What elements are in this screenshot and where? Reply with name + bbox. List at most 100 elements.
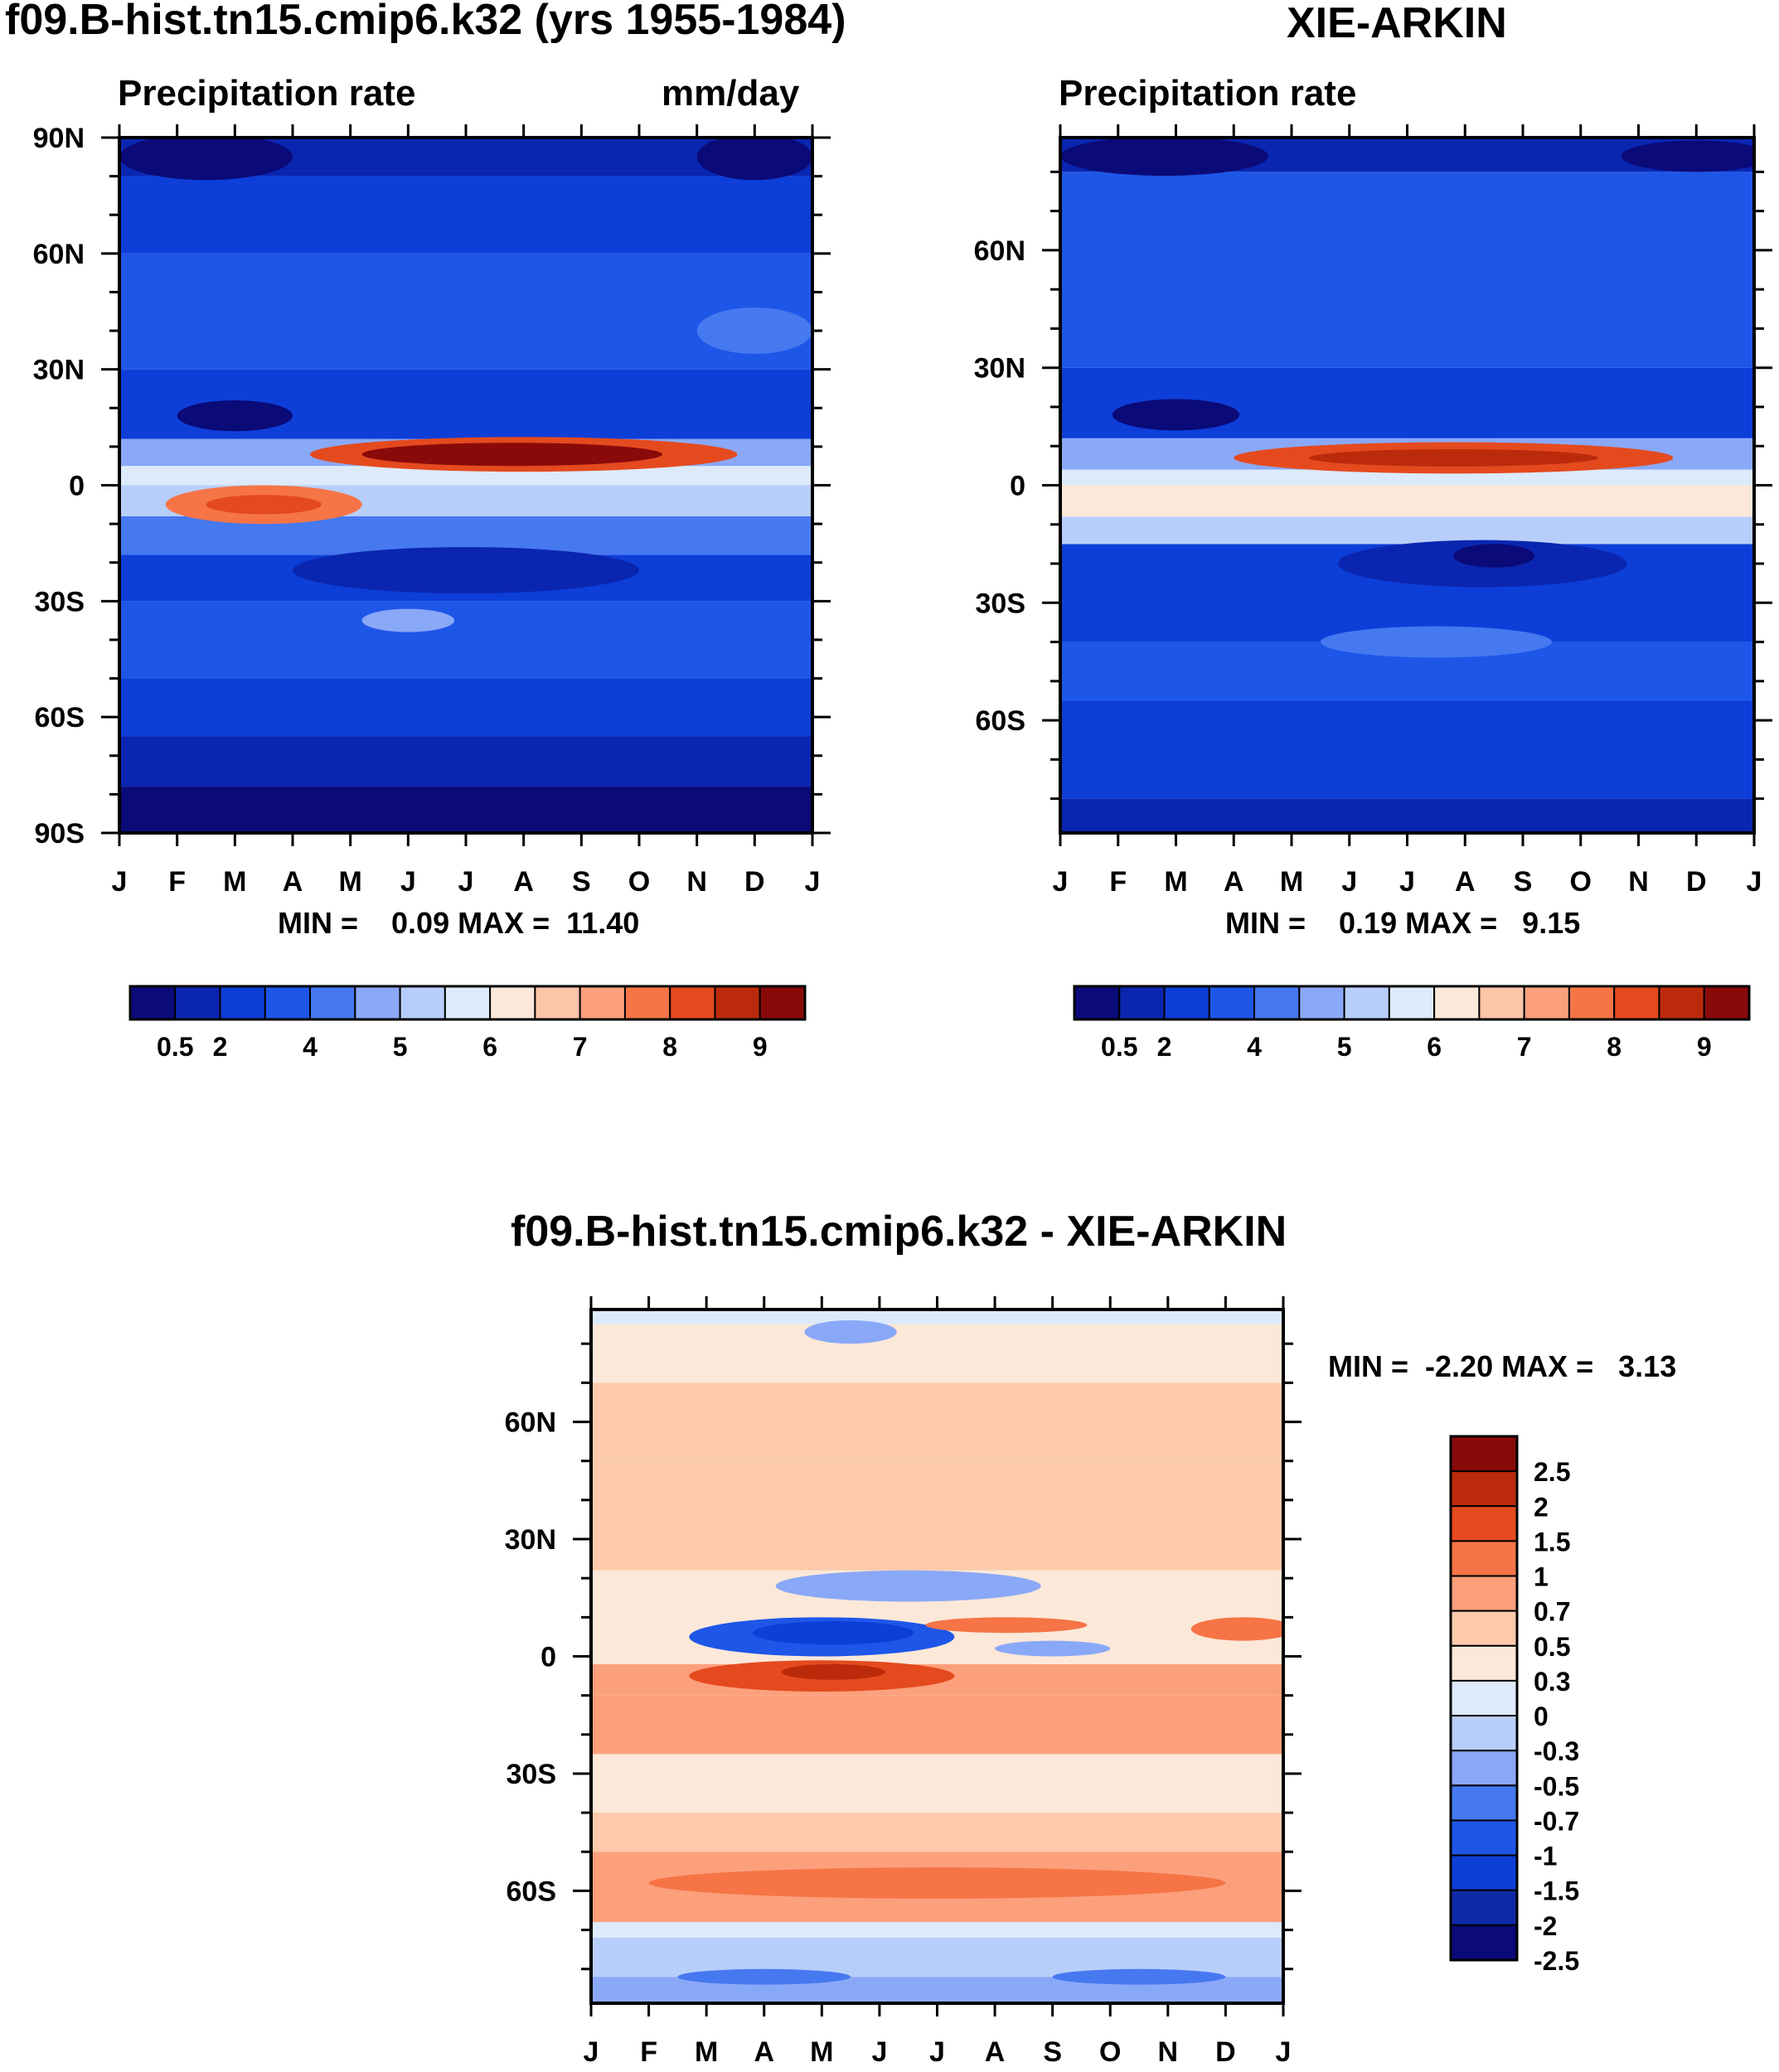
panel2-band [1060, 516, 1754, 545]
colorbar-swatch [534, 985, 581, 1020]
panel2-y-tick-label: 30S [976, 588, 1026, 619]
colorbar-swatch [1450, 1715, 1518, 1752]
colorbar-swatch [1613, 985, 1660, 1020]
colorbar-label: 2.5 [1534, 1457, 1570, 1487]
colorbar-label: 0.5 [1534, 1632, 1570, 1662]
panel2-x-tick-label: J [1053, 866, 1069, 898]
panel2-contour [1320, 626, 1552, 658]
panel2-x-tick-label: F [1109, 866, 1127, 898]
panel3-contour [995, 1640, 1111, 1657]
colorbar-swatch [1343, 985, 1390, 1020]
panel3-contour [1190, 1617, 1283, 1641]
panel2-stats: MIN = 0.19 MAX = 9.15 [1225, 906, 1580, 941]
panel2-x-tick-label: D [1686, 866, 1707, 898]
panel1-y-tick-label: 0 [69, 471, 85, 502]
panel2-y-tick-label: 60N [974, 235, 1025, 267]
panel1-x-tick-label: F [168, 866, 186, 898]
colorbar-label: 1 [1534, 1562, 1549, 1592]
panel1-title: f09.B-hist.tn15.cmip6.k32 (yrs 1955-1984… [5, 0, 846, 44]
colorbar-swatch [1450, 1679, 1518, 1717]
colorbar-swatch [1450, 1435, 1518, 1473]
colorbar-swatch [1568, 985, 1616, 1020]
panel3-min-label: MIN = [1328, 1349, 1409, 1383]
panel1-contour [119, 138, 293, 181]
colorbar-label: 8 [662, 1032, 677, 1062]
panel1-field [119, 138, 812, 833]
panel2-x-tick-label: J [1341, 866, 1357, 898]
panel2-x-tick-label: J [1747, 866, 1762, 898]
panel3-x-tick-label: M [695, 2036, 718, 2068]
panel2-contour [1060, 138, 1269, 177]
panel3-band [591, 1324, 1283, 1383]
colorbar-label: 8 [1607, 1032, 1621, 1062]
panel3-y-tick-label: 30N [505, 1524, 556, 1556]
colorbar-swatch [1433, 985, 1481, 1020]
colorbar-swatch [1450, 1505, 1518, 1542]
colorbar-swatch [354, 985, 401, 1020]
panel2-band [1060, 700, 1754, 799]
panel1-band [119, 601, 812, 679]
panel3-stats: MIN = -2.20 MAX = 3.13 [1328, 1349, 1676, 1384]
colorbar-swatch [489, 985, 536, 1020]
colorbar-label: 9 [753, 1032, 768, 1062]
colorbar-label: 5 [393, 1032, 408, 1062]
colorbar-swatch [1523, 985, 1570, 1020]
colorbar-label: -0.5 [1534, 1771, 1579, 1801]
panel3-x-tick-label: S [1043, 2036, 1062, 2068]
colorbar-swatch [1450, 1854, 1518, 1891]
panel1-x-tick-label: O [628, 866, 650, 898]
panel1-x-tick-label: D [744, 866, 765, 898]
panel2-contour [1308, 449, 1598, 467]
panel3-contour [752, 1621, 914, 1645]
panel3-band [591, 1922, 1283, 1939]
panel1-y-tick-label: 30S [35, 586, 85, 617]
panel2-contour [1621, 140, 1754, 172]
colorbar-swatch [1118, 985, 1166, 1020]
colorbar-swatch [1208, 985, 1256, 1020]
colorbar-label: 5 [1337, 1032, 1352, 1062]
panel2-max-label: MAX = [1405, 906, 1498, 940]
colorbar-swatch [1253, 985, 1301, 1020]
colorbar-swatch [1450, 1924, 1518, 1962]
panel1-x-tick-label: J [112, 866, 128, 898]
colorbar-swatch [623, 985, 671, 1020]
colorbar-swatch [1450, 1575, 1518, 1612]
panel2-band [1060, 798, 1754, 833]
panel3-band [591, 1310, 1283, 1324]
panel2-band [1060, 485, 1754, 517]
colorbar-swatch [264, 985, 312, 1020]
colorbar-label: -1 [1534, 1842, 1557, 1871]
panel3-contour [1052, 1968, 1226, 1985]
panel1-subtitle-left: Precipitation rate [118, 73, 416, 114]
colorbar-swatch [174, 985, 221, 1020]
panel2-x-tick-label: J [1399, 866, 1415, 898]
panel3-x-tick-label: J [584, 2036, 599, 2068]
panel2-x-tick-label: M [1164, 866, 1187, 898]
panel3-x-tick-label: D [1215, 2036, 1236, 2068]
colorbar-swatch [759, 985, 807, 1020]
panel3-max-label: MAX = [1501, 1349, 1594, 1383]
panel3-band [591, 1382, 1283, 1461]
panel1-y-tick-label: 30N [33, 355, 85, 386]
panel1-stats: MIN = 0.09 MAX = 11.40 [278, 906, 639, 941]
panel1-contour [177, 399, 293, 432]
colorbar-label: 4 [303, 1032, 318, 1062]
colorbar-label: -2.5 [1534, 1946, 1579, 1976]
colorbar-label: 0.7 [1534, 1597, 1570, 1627]
colorbar-swatch [1074, 985, 1121, 1020]
panel1-x-tick-label: J [458, 866, 474, 898]
panel3-contour [648, 1867, 1226, 1899]
panel1-y-tick-label: 90S [35, 818, 85, 850]
panel2-y-tick-label: 30N [974, 353, 1025, 385]
panel2-band [1060, 172, 1754, 368]
colorbar-swatch [1703, 985, 1751, 1020]
panel2-subtitle-left: Precipitation rate [1059, 73, 1357, 114]
panel1-contour [293, 547, 639, 594]
panel1-contour [361, 443, 662, 467]
panel3-contour [925, 1617, 1088, 1634]
panel3-max-value: 3.13 [1618, 1349, 1677, 1383]
panel2-band [1060, 469, 1754, 486]
panel2-title: XIE-ARKIN [1287, 0, 1507, 47]
panel3-plot: J F M A M J J A S O N D J 60N 30N 0 30S 60S [505, 1296, 1302, 2068]
panel3-band [591, 1813, 1283, 1852]
